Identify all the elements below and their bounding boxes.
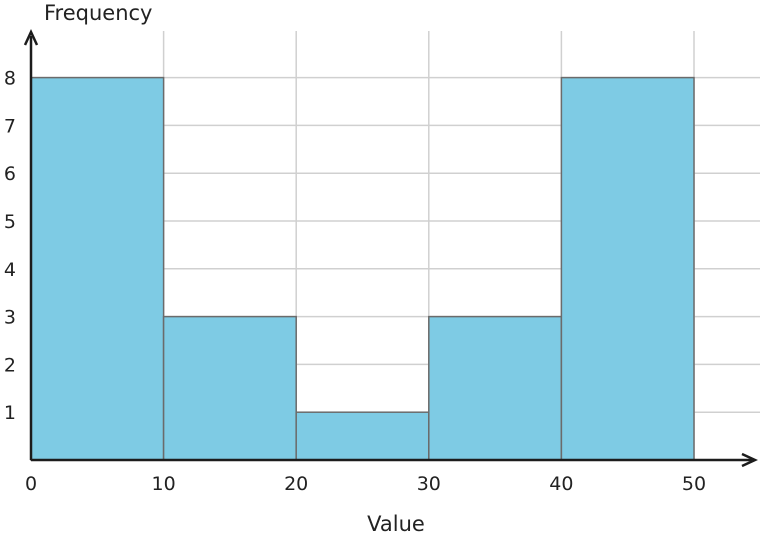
histogram-bar	[162, 315, 297, 461]
y-tick-label: 1	[4, 402, 16, 424]
y-tick-label: 6	[4, 163, 16, 185]
y-tick-label: 2	[4, 354, 16, 376]
y-tick-label: 3	[4, 307, 16, 329]
x-tick-label: 0	[25, 473, 37, 495]
y-tick-label: 7	[4, 115, 16, 137]
y-tick-label: 5	[4, 211, 16, 233]
x-tick-label: 50	[682, 473, 706, 495]
x-tick-label: 10	[152, 473, 176, 495]
bars	[30, 76, 695, 461]
x-tick-label: 30	[417, 473, 441, 495]
y-tick-label: 8	[4, 68, 16, 90]
x-axis-arrow	[741, 452, 758, 468]
histogram-bar	[560, 76, 695, 461]
y-axis-title: Frequency	[44, 1, 153, 25]
x-tick-label: 20	[284, 473, 308, 495]
tick-labels: 0 10 20 30 40 50 1 2 3 4 5 6 7 8	[4, 68, 706, 495]
x-tick-label: 40	[549, 473, 573, 495]
x-axis-title: Value	[367, 512, 425, 536]
histogram-bar	[428, 315, 563, 461]
axes	[23, 29, 758, 468]
histogram-bar	[295, 411, 430, 461]
y-tick-label: 4	[4, 259, 16, 281]
histogram-bar	[30, 76, 165, 461]
y-axis-arrow	[23, 29, 39, 46]
